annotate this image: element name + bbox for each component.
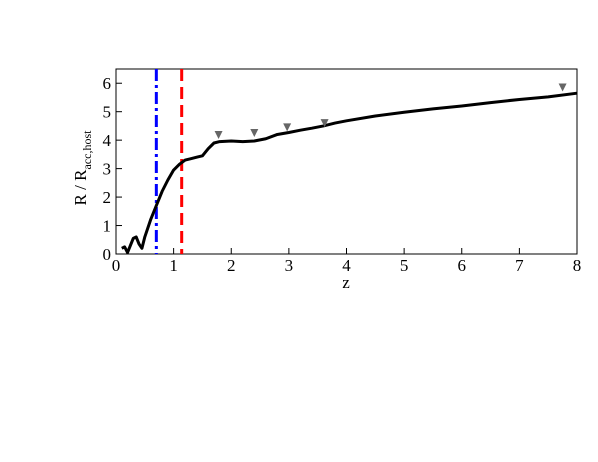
x-tick-label: 4	[342, 256, 351, 275]
y-tick-label: 3	[103, 160, 112, 179]
data-line	[121, 91, 578, 255]
x-tick-label: 7	[515, 256, 524, 275]
x-axis-label: z	[342, 273, 350, 292]
x-tick-label: 0	[112, 256, 121, 275]
y-tick-label: 1	[103, 217, 112, 236]
y-axis-label-sub: acc,host	[80, 130, 94, 170]
y-tick-label: 0	[103, 245, 112, 264]
x-tick-label: 1	[169, 256, 178, 275]
y-tick-label: 4	[103, 131, 112, 150]
upper-limit-marker	[214, 131, 223, 140]
upper-limit-marker	[558, 83, 567, 92]
y-axis-label-main: R / R	[71, 169, 90, 206]
upper-limit-marker	[320, 119, 329, 128]
y-tick-label: 6	[103, 74, 112, 93]
upper-limit-marker	[250, 129, 259, 138]
y-tick-label: 2	[103, 188, 112, 207]
x-tick-label: 2	[227, 256, 236, 275]
x-tick-label: 3	[285, 256, 294, 275]
x-tick-label: 5	[400, 256, 409, 275]
upper-limit-marker	[283, 123, 292, 132]
x-tick-label: 8	[573, 256, 582, 275]
y-tick-label: 5	[103, 103, 112, 122]
x-tick-label: 6	[458, 256, 467, 275]
y-axis-label: R / Racc,host	[71, 130, 94, 206]
